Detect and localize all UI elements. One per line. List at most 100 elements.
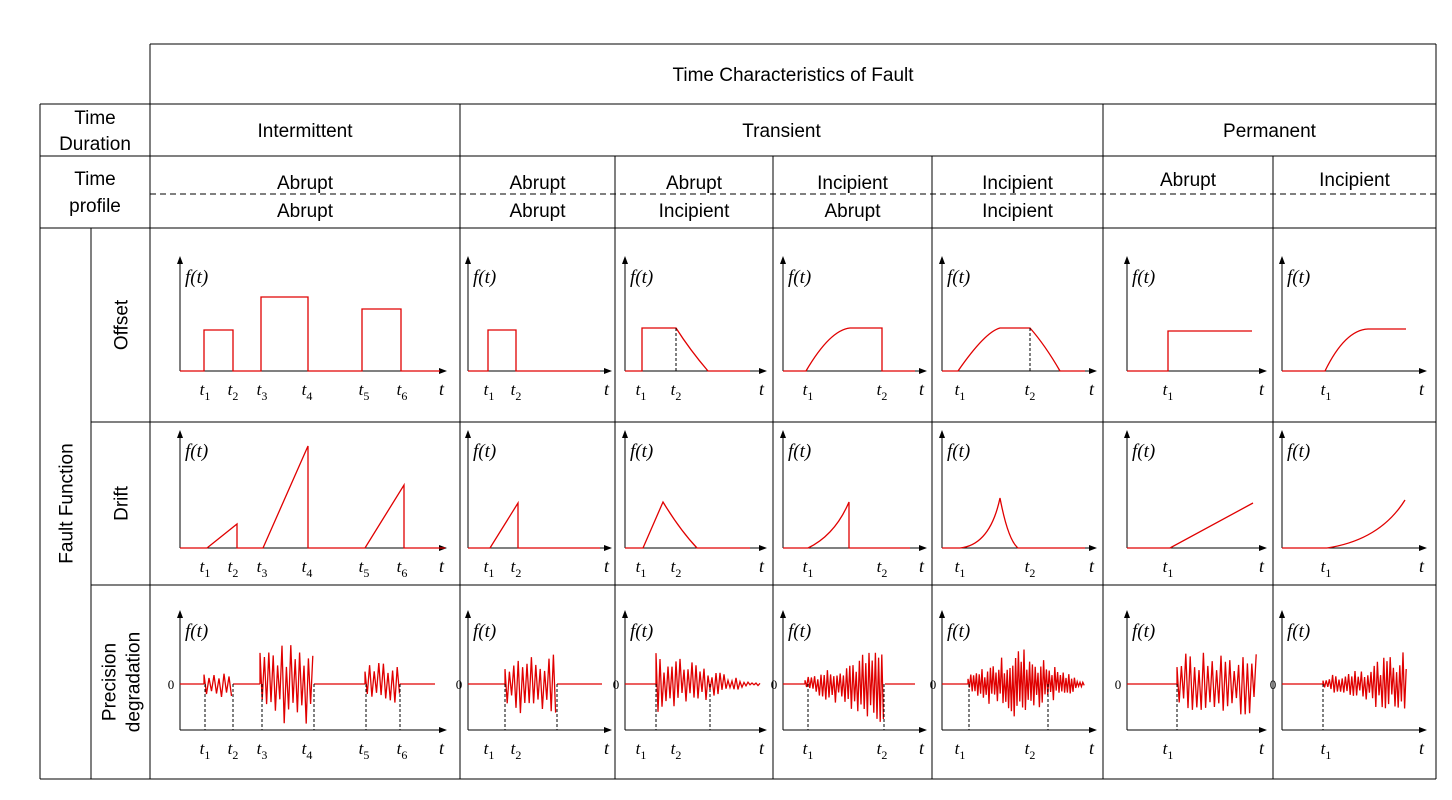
x-axis-label: t [604, 556, 610, 576]
tick-label: t2 [1025, 739, 1036, 762]
y-axis-arrow [622, 610, 628, 618]
tick-label: t6 [397, 739, 408, 762]
x-axis-arrow [1419, 368, 1427, 374]
x-axis-arrow [1259, 368, 1267, 374]
duration-permanent: Permanent [1223, 121, 1317, 142]
noise-burst [504, 654, 557, 714]
y-axis-arrow [1124, 610, 1130, 618]
drift-fault-curve [1282, 499, 1406, 549]
profile-top-label: Abrupt [1160, 170, 1217, 191]
x-axis-label: t [1419, 379, 1425, 399]
zero-label: 0 [771, 677, 778, 692]
x-axis-label: t [1259, 379, 1265, 399]
tick-label: t1 [955, 739, 966, 762]
tick-label: t4 [302, 739, 313, 762]
x-axis-arrow [439, 368, 447, 374]
profile-bottom-label: Incipient [659, 201, 730, 222]
y-axis-label: f(t) [185, 267, 208, 288]
tick-label: t2 [877, 557, 888, 580]
drift-fault-curve [942, 497, 1085, 549]
y-axis-label: f(t) [185, 441, 208, 462]
offset-fault-curve [1127, 330, 1252, 372]
drift-fault-curve [1127, 502, 1254, 549]
x-axis-label: t [604, 379, 610, 399]
tick-label: t2 [671, 380, 682, 403]
tick-label: t1 [1321, 739, 1332, 762]
x-axis-label: t [439, 379, 445, 399]
tick-label: t2 [228, 380, 239, 403]
tick-label: t2 [511, 557, 522, 580]
y-axis-label: f(t) [630, 267, 653, 288]
precision-degradation-label-line: Precision [100, 643, 121, 721]
zero-label: 0 [1115, 677, 1122, 692]
x-axis-label: t [1419, 738, 1425, 758]
tick-label: t5 [359, 739, 370, 762]
tick-label: t1 [1163, 557, 1174, 580]
tick-label: t1 [636, 739, 647, 762]
x-axis-arrow [604, 545, 612, 551]
y-axis-arrow [1124, 256, 1130, 264]
tick-label: t1 [1321, 557, 1332, 580]
tick-label: t1 [955, 380, 966, 403]
tick-label: t3 [257, 380, 268, 403]
noise-burst [259, 645, 314, 724]
y-axis-label: f(t) [473, 267, 496, 288]
fault-function-label-line: Fault Function [57, 443, 78, 563]
x-axis-arrow [439, 727, 447, 733]
offset-fault-curve [468, 329, 600, 372]
y-axis-label: f(t) [1287, 441, 1310, 462]
profile-top-label: Incipient [817, 173, 888, 194]
offset-fault-curve [180, 296, 440, 372]
offset-label: Offset [112, 299, 133, 350]
tick-label: t2 [228, 739, 239, 762]
tick-label: t1 [200, 739, 211, 762]
profile-bottom-label: Abrupt [510, 201, 567, 222]
y-axis-arrow [1124, 430, 1130, 438]
y-axis-arrow [1279, 256, 1285, 264]
x-axis-arrow [1419, 727, 1427, 733]
profile-bottom-label: Abrupt [277, 201, 334, 222]
y-axis-label: f(t) [1132, 441, 1155, 462]
tick-label: t3 [257, 739, 268, 762]
profile-top-label: Incipient [982, 173, 1053, 194]
tick-label: t1 [955, 557, 966, 580]
tick-label: t2 [511, 739, 522, 762]
y-axis-arrow [780, 430, 786, 438]
x-axis-label: t [1089, 379, 1095, 399]
y-axis-label: f(t) [788, 621, 811, 642]
tick-label: t1 [484, 380, 495, 403]
tick-label: t1 [636, 380, 647, 403]
x-axis-label: t [919, 379, 925, 399]
tick-label: t2 [511, 380, 522, 403]
noise-burst [203, 673, 233, 697]
x-axis-arrow [759, 727, 767, 733]
y-axis-label: f(t) [1287, 621, 1310, 642]
x-axis-arrow [759, 545, 767, 551]
tick-label: t1 [803, 557, 814, 580]
precision-degradation-label-line: degradation [124, 632, 145, 732]
header-time-profile: profile [69, 196, 121, 217]
y-axis-label: f(t) [185, 621, 208, 642]
profile-bottom-label: Incipient [982, 201, 1053, 222]
offset-label-line: Offset [112, 299, 133, 350]
y-axis-label: f(t) [473, 441, 496, 462]
y-axis-arrow [465, 430, 471, 438]
tick-label: t4 [302, 557, 313, 580]
drift-fault-curve [783, 501, 910, 549]
y-axis-label: f(t) [630, 441, 653, 462]
x-axis-label: t [1089, 738, 1095, 758]
y-axis-arrow [1279, 610, 1285, 618]
noise-burst [804, 652, 885, 722]
offset-fault-curve [1282, 328, 1406, 372]
noise-burst [967, 649, 1085, 717]
tick-label: t1 [803, 739, 814, 762]
x-axis-label: t [759, 738, 765, 758]
x-axis-label: t [919, 556, 925, 576]
tick-label: t3 [257, 557, 268, 580]
y-axis-label: f(t) [1132, 621, 1155, 642]
tick-label: t1 [636, 557, 647, 580]
drift-label-line: Drift [112, 485, 133, 521]
y-axis-arrow [939, 256, 945, 264]
offset-fault-curve [625, 327, 750, 372]
